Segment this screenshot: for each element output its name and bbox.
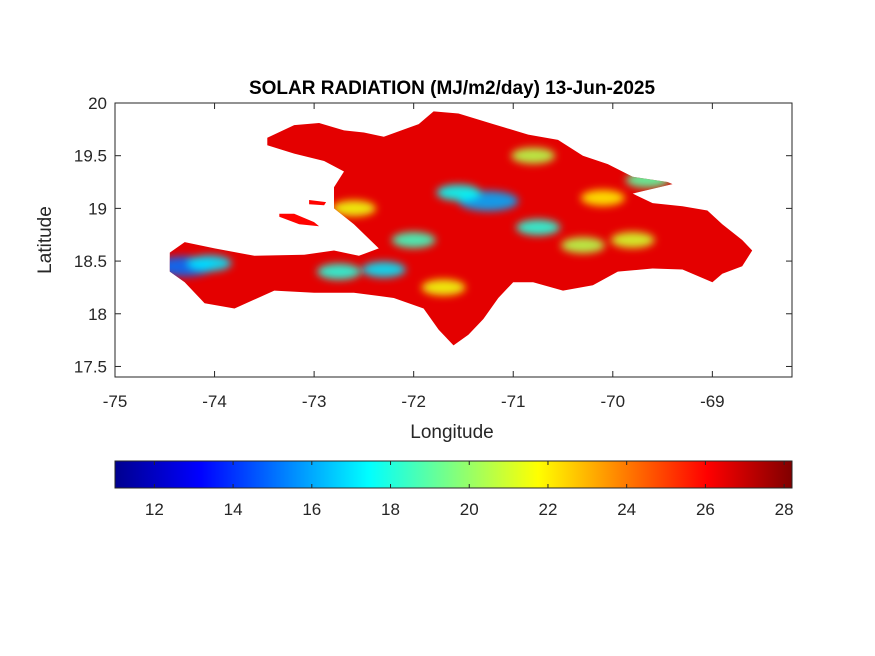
radiation-cell-9 xyxy=(560,237,605,254)
y-tick-label: 20 xyxy=(88,94,107,113)
x-axis-ticks: -75 -74 -73 -72 -71 -70 -69 xyxy=(103,103,725,411)
y-axis-label: Latitude xyxy=(35,206,56,274)
colorbar xyxy=(114,460,793,489)
y-tick-label: 18.5 xyxy=(74,252,107,271)
x-tick-label: -74 xyxy=(202,392,227,411)
radiation-cell-6 xyxy=(436,184,481,201)
x-tick-label: -73 xyxy=(302,392,327,411)
y-tick-label: 19 xyxy=(88,199,107,218)
radiation-cell-8 xyxy=(516,219,561,236)
colorbar-tick-label: 24 xyxy=(617,500,636,519)
radiation-field xyxy=(169,147,670,296)
region-tortuga xyxy=(309,200,327,206)
radiation-cell-13 xyxy=(331,200,376,217)
radiation-cell-15 xyxy=(580,189,625,206)
colorbar-tick-label: 20 xyxy=(460,500,479,519)
region-hispaniola xyxy=(169,111,753,346)
x-tick-label: -75 xyxy=(103,392,128,411)
x-axis-label: Longitude xyxy=(410,422,493,443)
x-tick-label: -69 xyxy=(700,392,725,411)
y-tick-label: 18 xyxy=(88,305,107,324)
y-tick-label: 19.5 xyxy=(74,147,107,166)
radiation-cell-4 xyxy=(361,261,406,278)
colorbar-tick-label: 22 xyxy=(539,500,558,519)
radiation-cell-2 xyxy=(187,255,232,272)
radiation-cell-7 xyxy=(391,232,436,248)
radiation-cell-14 xyxy=(421,279,466,296)
radiation-cell-10 xyxy=(610,232,655,248)
colorbar-tick-label: 16 xyxy=(302,500,321,519)
colorbar-tick-label: 28 xyxy=(775,500,794,519)
colorbar-tick-label: 12 xyxy=(145,500,164,519)
radiation-cell-11 xyxy=(625,171,670,188)
colorbar-ticks: 12 14 16 18 20 22 24 26 28 xyxy=(145,461,794,519)
colorbar-tick-label: 18 xyxy=(381,500,400,519)
chart-title: SOLAR RADIATION (MJ/m2/day) 13-Jun-2025 xyxy=(249,78,656,99)
y-tick-label: 17.5 xyxy=(74,357,107,376)
region-gonave xyxy=(279,213,320,227)
radiation-cell-3 xyxy=(317,263,362,280)
x-tick-label: -70 xyxy=(601,392,626,411)
x-tick-label: -71 xyxy=(501,392,526,411)
x-tick-label: -72 xyxy=(401,392,426,411)
map-plot-area xyxy=(169,111,753,346)
radiation-cell-12 xyxy=(511,147,556,164)
colorbar-tick-label: 14 xyxy=(224,500,243,519)
colorbar-tick-label: 26 xyxy=(696,500,715,519)
y-axis-ticks: 17.5 18 18.5 19 19.5 20 xyxy=(74,94,792,376)
plot-frame xyxy=(114,102,793,378)
